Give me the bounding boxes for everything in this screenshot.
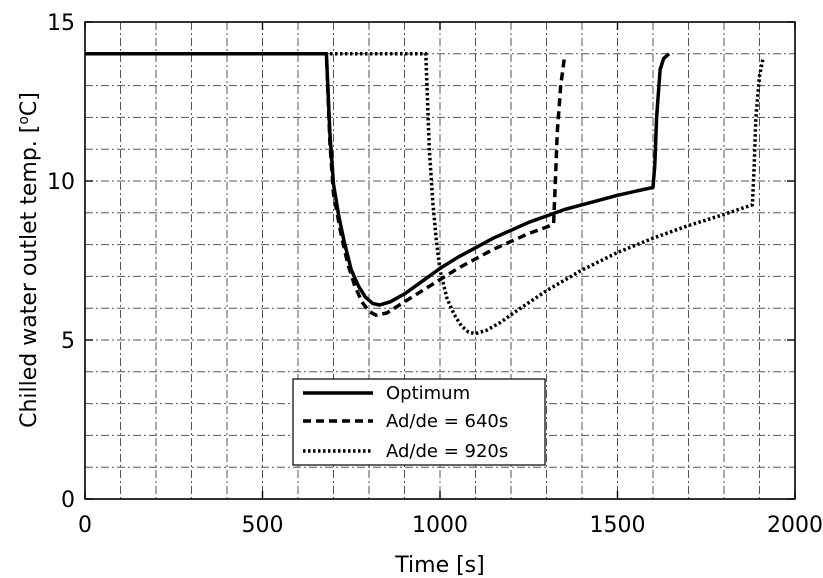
y-axis-title-sup: o (16, 116, 32, 125)
legend-label-920s: Ad/de = 920s (386, 441, 508, 462)
y-tick-label: 10 (47, 170, 75, 195)
legend-label-optimum: Optimum (386, 383, 470, 404)
x-axis-title: Time [s] (394, 553, 484, 578)
series-line-ad-de-640s (85, 52, 567, 317)
y-tick-label: 15 (47, 11, 75, 36)
x-tick-label: 2000 (767, 513, 823, 538)
series-line-ad-de-920s (85, 52, 765, 336)
y-tick-label: 0 (61, 488, 75, 513)
axis-ticks: 0 500 1000 1500 2000 0 5 10 15 (47, 11, 823, 538)
series-line-optimum (85, 52, 671, 307)
legend-label-640s: Ad/de = 640s (386, 411, 508, 432)
x-tick-label: 1500 (590, 513, 646, 538)
x-tick-label: 1000 (412, 513, 468, 538)
series-layer (85, 52, 765, 336)
y-axis-title: Chilled water outlet temp. [oC] (16, 92, 42, 428)
y-tick-label: 5 (61, 329, 75, 354)
x-tick-label: 500 (242, 513, 284, 538)
x-tick-label: 0 (78, 513, 92, 538)
y-axis-title-tail: C] (17, 92, 42, 116)
legend: Optimum Ad/de = 640s Ad/de = 920s (292, 378, 546, 466)
y-axis-title-main: Chilled water outlet temp. [ (17, 125, 42, 428)
